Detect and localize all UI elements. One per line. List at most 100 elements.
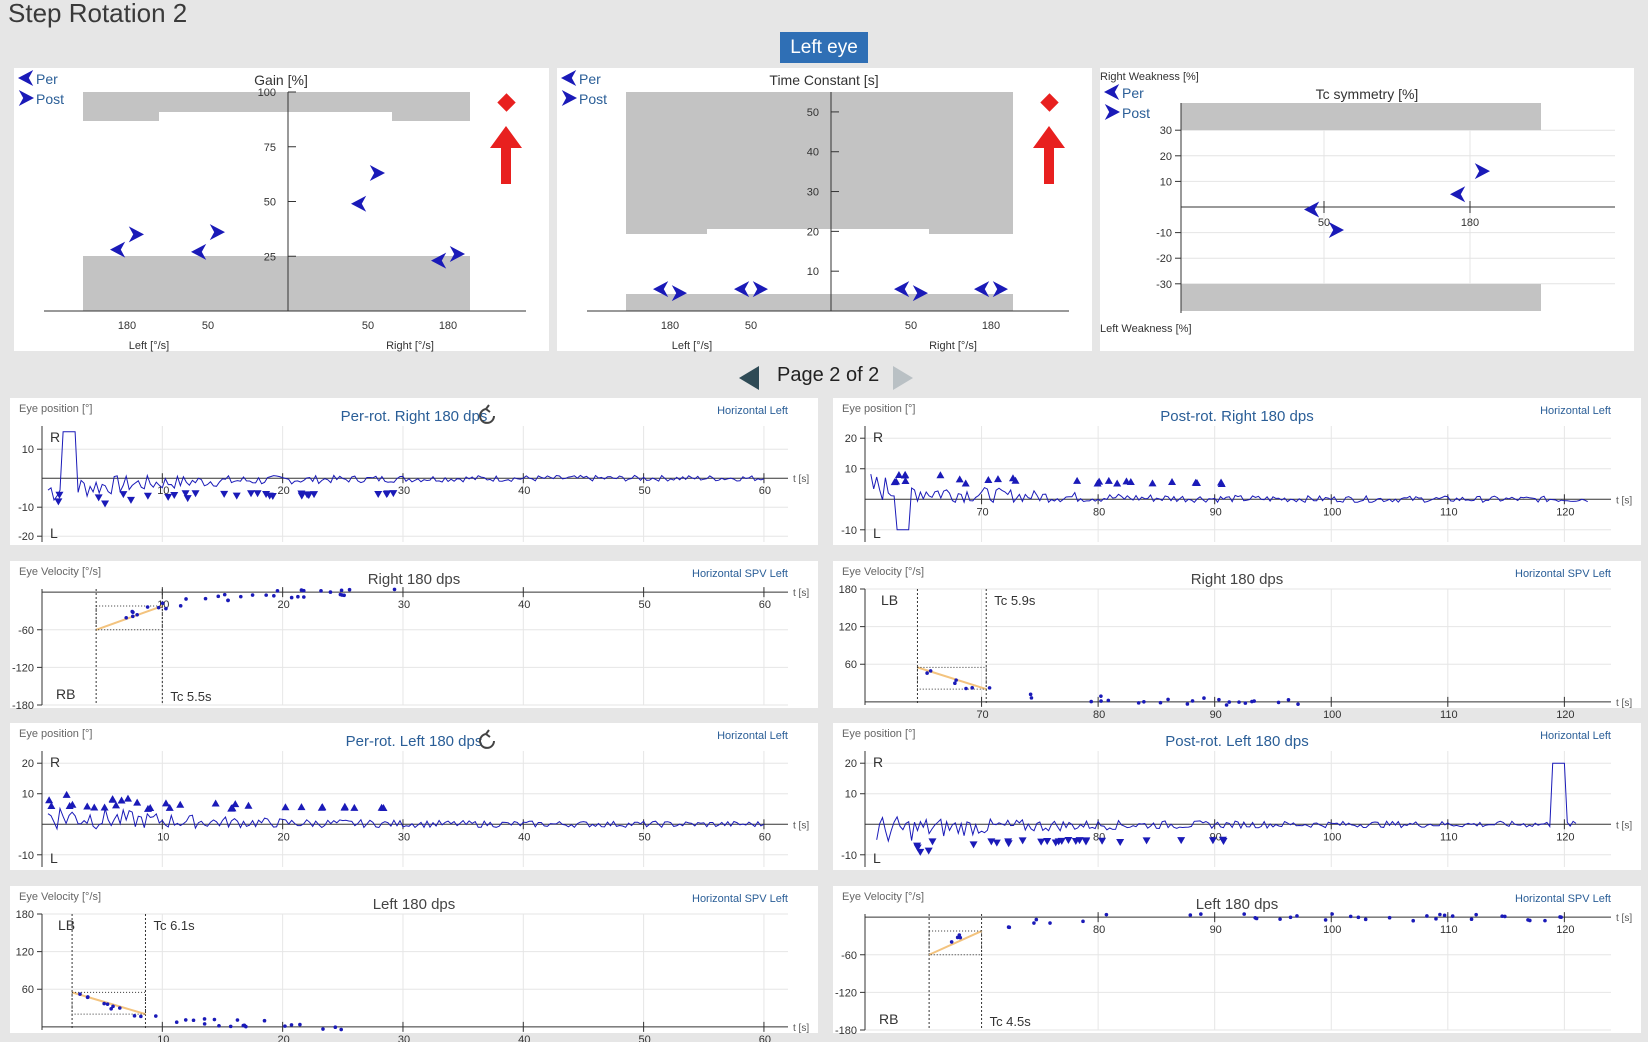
left-direction-marker: L (873, 850, 881, 866)
per-marker (110, 241, 126, 258)
nystagmus-beat-marker (1113, 479, 1122, 487)
x-axis-unit: t [s] (793, 820, 809, 831)
page-indicator: Page 2 of 2 (777, 364, 880, 386)
left-velocity-per-chart: Eye Velocity [°/s] Left 180 dps Horizontal… (16, 891, 810, 1042)
x-tick-label: 20 (278, 599, 290, 611)
beat-direction-label: LB (58, 917, 75, 933)
spv-data-point (222, 592, 227, 597)
spv-data-point (1288, 915, 1293, 920)
nystagmus-beat-marker (936, 471, 945, 479)
x-tick-label: 40 (518, 599, 530, 611)
x-tick-label: 50 (745, 320, 757, 332)
spv-data-point (86, 995, 90, 999)
x-tick-label: 20 (278, 831, 290, 843)
nystagmus-beat-marker (901, 470, 910, 478)
nystagmus-beat-marker (350, 803, 359, 811)
x-tick-label: 180 (661, 320, 679, 332)
spv-data-point (321, 1027, 325, 1031)
spv-data-point (392, 587, 397, 592)
nystagmus-beat-marker (90, 803, 99, 811)
y-tick-label: -120 (835, 987, 857, 999)
per-rot-right-position-chart: Eye position [°] Per-rot. Right 180 dps Ho… (18, 403, 809, 543)
x-axis-unit: t [s] (1616, 698, 1632, 709)
nystagmus-beat-marker (119, 491, 128, 499)
nystagmus-beat-marker (83, 802, 92, 810)
spv-data-point (105, 1002, 110, 1006)
nystagmus-beat-marker (1126, 477, 1135, 485)
spv-data-point (953, 681, 957, 686)
x-tick-label: 50 (638, 1034, 650, 1042)
right-velocity-per-panel: Eye Velocity [°/s] Right 180 dps Horizonta… (10, 561, 818, 712)
channel-label: Horizontal SPV Left (1515, 893, 1611, 905)
spv-data-point (1474, 912, 1478, 917)
per-marker (191, 243, 207, 260)
spv-data-point (111, 1004, 115, 1009)
x-axis-label-right: Right [°/s] (386, 340, 434, 352)
spv-data-point (1188, 913, 1193, 917)
left-weakness-label: Left Weakness [%] (1100, 323, 1192, 335)
nystagmus-beat-marker (231, 800, 240, 808)
nystagmus-beat-marker (244, 801, 253, 809)
x-tick-label: 50 (638, 485, 650, 497)
x-tick-label: 100 (1323, 831, 1341, 843)
spv-data-point (1278, 917, 1282, 921)
upper-norm-band (83, 92, 159, 121)
post-legend-label: Post (579, 91, 607, 107)
post-rot-left-position-chart: Eye position [°] Post-rot. Left 180 dps Ho… (841, 728, 1632, 867)
chart-title: Per-rot. Right 180 dps (341, 408, 488, 425)
spv-data-point (289, 1023, 294, 1027)
spv-data-point (1503, 914, 1507, 919)
x-tick-label: 10 (157, 831, 169, 843)
y-tick-label: -60 (841, 950, 857, 962)
rotation-icon (479, 729, 495, 749)
channel-label: Horizontal SPV Left (692, 893, 788, 905)
spv-data-point (949, 940, 954, 944)
post-marker (1474, 163, 1490, 180)
post-rot-left-position-panel: Eye position [°] Post-rot. Left 180 dps Ho… (833, 723, 1641, 870)
spv-data-point (1363, 917, 1368, 922)
nystagmus-beat-marker (1208, 837, 1217, 845)
nystagmus-beat-marker (987, 838, 996, 846)
channel-label: Horizontal Left (717, 730, 788, 742)
x-tick-label: 50 (638, 831, 650, 843)
y-tick-label: -180 (835, 1025, 857, 1037)
nystagmus-beat-marker (62, 790, 71, 798)
spv-data-point (135, 612, 139, 617)
spv-data-point (1081, 919, 1085, 924)
nystagmus-beat-marker (108, 795, 117, 803)
spv-data-point (1559, 915, 1563, 919)
right-velocity-per-chart: Eye Velocity [°/s] Right 180 dps Horizonta… (12, 566, 809, 712)
eye-position-trace (47, 806, 765, 831)
per-marker (974, 281, 990, 298)
alert-diamond-icon (1040, 93, 1059, 112)
eye-selector-tab[interactable]: Left eye (780, 32, 868, 63)
spv-data-point (1158, 700, 1163, 705)
nystagmus-beat-marker (247, 490, 256, 498)
prev-page-arrow-icon[interactable] (739, 366, 759, 390)
y-tick-label: 60 (22, 984, 34, 996)
upper-norm-band (392, 92, 470, 121)
x-tick-label: 20 (278, 485, 290, 497)
post-legend-icon (561, 90, 577, 106)
nystagmus-beat-marker (220, 490, 229, 498)
spv-data-point (183, 1018, 188, 1022)
right-direction-marker: R (873, 429, 883, 445)
spv-data-point (928, 669, 933, 673)
spv-data-point (1438, 912, 1442, 917)
x-tick-label: 40 (518, 831, 530, 843)
time-constant-panel: Time Constant [s] Per Post 50 40 30 20 10 180 50 5… (557, 68, 1092, 352)
x-tick-label: 90 (1210, 709, 1222, 721)
spv-data-point (109, 1006, 113, 1011)
y-tick-label: 180 (839, 584, 857, 596)
nystagmus-beat-marker (143, 492, 152, 500)
channel-label: Horizontal SPV Left (1515, 568, 1611, 580)
x-tick-label: 50 (905, 320, 917, 332)
spv-data-point (216, 594, 221, 599)
next-page-arrow-icon[interactable] (893, 366, 913, 390)
spv-data-point (1296, 702, 1300, 706)
x-tick-label: 110 (1440, 506, 1458, 518)
chart-title: Left 180 dps (373, 896, 456, 913)
nystagmus-beat-marker (340, 802, 349, 810)
nystagmus-beat-marker (228, 804, 237, 812)
gain-chart: Gain [%] Per Post 100 75 50 25 180 50 50 180 Left [… (18, 70, 526, 352)
